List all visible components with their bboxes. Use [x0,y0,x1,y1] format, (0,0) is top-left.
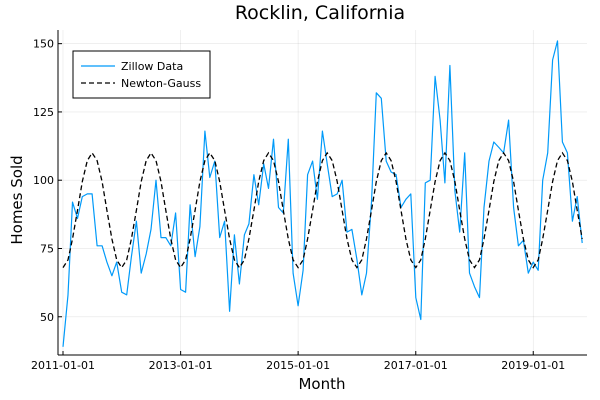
legend-box [72,50,211,99]
y-axis-label: Homes Sold [8,155,26,244]
x-tick-label-0: 2011-01-01 [31,359,95,372]
legend-label-series-0: Zillow Data [121,60,183,73]
series-line-zillow-data [62,40,583,347]
y-tick-label-4: 150 [33,38,54,51]
x-tick-label-1: 2013-01-01 [149,359,213,372]
x-tick-label-3: 2017-01-01 [384,359,448,372]
legend: Zillow Data Newton-Gauss [72,50,211,99]
y-tick-label-3: 125 [33,106,54,119]
legend-label-series-1: Newton-Gauss [121,77,201,90]
x-tick-label-4: 2019-01-01 [501,359,565,372]
x-axis-label: Month [298,375,345,393]
y-tick-label-0: 50 [40,311,54,324]
axis-ticks: 2011-01-01 2013-01-01 2015-01-01 2017-01-01… [31,38,565,372]
series-line-newton-gauss [62,151,583,269]
y-tick-label-1: 75 [40,242,54,255]
x-tick-label-2: 2015-01-01 [266,359,330,372]
y-tick-label-2: 100 [33,174,54,187]
series-layer [62,40,583,347]
chart-title: Rocklin, California [235,2,405,24]
